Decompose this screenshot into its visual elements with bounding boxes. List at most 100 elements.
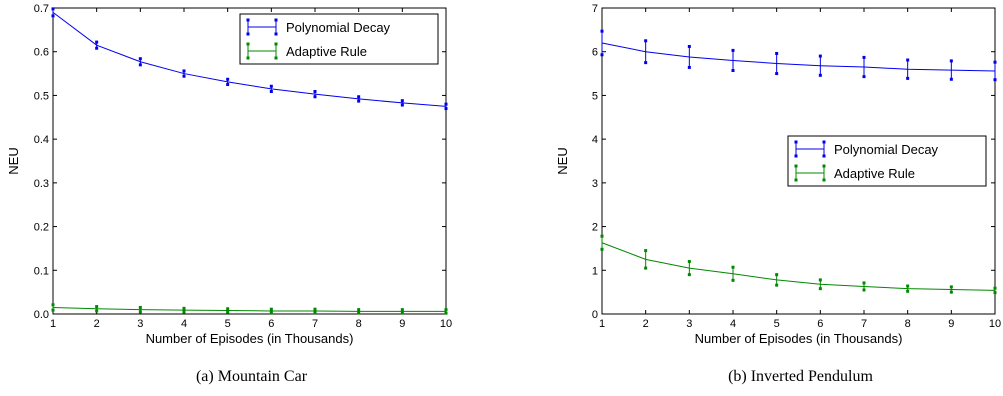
- x-tick-label: 9: [399, 318, 405, 330]
- error-bar: [862, 55, 866, 79]
- error-bar: [818, 54, 822, 77]
- error-bar-cap-bottom: [993, 78, 997, 82]
- x-axis-label: Number of Episodes (in Thousands): [146, 331, 354, 346]
- error-bar: [357, 95, 361, 103]
- legend-swatch-cap: [246, 56, 250, 60]
- error-bar: [949, 59, 953, 81]
- y-tick-label: 0: [592, 309, 598, 321]
- error-bar-cap-top: [400, 308, 404, 312]
- error-bar-cap-bottom: [226, 310, 230, 314]
- error-bar-cap-bottom: [357, 99, 361, 103]
- x-tick-label: 9: [948, 318, 954, 330]
- legend-swatch-cap: [246, 32, 250, 36]
- error-bar: [993, 286, 997, 295]
- series-line: [52, 306, 446, 312]
- legend-swatch-cap: [246, 42, 250, 46]
- error-bar-cap-bottom: [400, 311, 404, 315]
- error-bar: [182, 69, 186, 78]
- y-tick-label: 0.4: [34, 134, 49, 146]
- error-bar-cap-top: [906, 58, 910, 62]
- y-tick-label: 0.2: [34, 222, 49, 234]
- x-tick-label: 2: [94, 318, 100, 330]
- error-bar-cap-bottom: [400, 103, 404, 107]
- error-bar: [313, 89, 317, 99]
- legend-swatch-cap: [822, 178, 826, 182]
- x-tick-label: 5: [774, 318, 780, 330]
- legend-swatch-cap: [246, 18, 250, 22]
- error-bar: [226, 307, 230, 314]
- error-bar: [600, 234, 604, 251]
- error-bar-cap-top: [600, 234, 604, 238]
- y-tick-label: 5: [592, 90, 598, 102]
- error-bar-cap-bottom: [313, 95, 317, 99]
- legend-swatch-cap: [794, 178, 798, 182]
- error-bar-cap-top: [51, 7, 55, 11]
- y-tick-label: 0.5: [34, 90, 49, 102]
- error-bar-cap-top: [775, 273, 779, 277]
- legend-swatch-cap: [274, 18, 278, 22]
- error-bar-cap-top: [644, 39, 648, 43]
- legend-entry: Adaptive Rule: [794, 164, 915, 182]
- error-bar-cap-top: [444, 102, 448, 106]
- error-bar-cap-bottom: [818, 287, 822, 291]
- error-bar-cap-bottom: [182, 74, 186, 78]
- error-bar: [644, 39, 648, 65]
- error-bar-cap-bottom: [906, 289, 910, 293]
- error-bar: [51, 303, 55, 312]
- error-bar: [357, 308, 361, 315]
- error-bar-cap-top: [226, 307, 230, 311]
- error-bar-cap-top: [182, 306, 186, 310]
- error-bar-cap-top: [949, 59, 953, 63]
- error-bar: [226, 77, 230, 86]
- error-bar: [687, 44, 691, 69]
- legend-swatch-cap: [822, 164, 826, 168]
- x-tick-label: 8: [905, 318, 911, 330]
- legend: Polynomial Decay Adaptive Rule: [239, 13, 439, 65]
- error-bar-cap-bottom: [818, 73, 822, 77]
- x-tick-label: 1: [50, 318, 56, 330]
- error-bar-cap-top: [731, 48, 735, 52]
- error-bar: [269, 84, 273, 93]
- error-bar: [313, 307, 317, 315]
- error-bar-cap-bottom: [993, 291, 997, 295]
- x-tick-label: 5: [225, 318, 231, 330]
- error-bar-cap-bottom: [182, 310, 186, 314]
- error-bar-cap-top: [313, 307, 317, 311]
- error-bar-cap-top: [600, 29, 604, 33]
- error-bar: [906, 284, 910, 293]
- error-bar-cap-bottom: [731, 278, 735, 282]
- error-bar-cap-bottom: [444, 107, 448, 111]
- error-bar-cap-bottom: [600, 53, 604, 57]
- y-tick-label: 0.6: [34, 47, 49, 59]
- error-bar-cap-bottom: [687, 65, 691, 69]
- error-bar: [444, 308, 448, 315]
- error-bar-cap-bottom: [269, 311, 273, 315]
- error-bar-cap-top: [357, 95, 361, 99]
- legend-box: [239, 13, 439, 65]
- series-line: [601, 42, 996, 72]
- error-bar: [51, 7, 55, 18]
- error-bar-cap-bottom: [138, 310, 142, 314]
- y-tick-label: 0.0: [34, 309, 49, 321]
- error-bar: [444, 102, 448, 111]
- error-bar-cap-bottom: [138, 63, 142, 67]
- error-bar: [138, 305, 142, 314]
- error-bar: [182, 306, 186, 314]
- error-bar: [95, 305, 99, 313]
- error-bar: [644, 249, 648, 270]
- legend-entry: Polynomial Decay: [246, 18, 391, 36]
- x-tick-label: 2: [643, 318, 649, 330]
- series-line: [52, 11, 447, 107]
- error-bar-cap-top: [906, 284, 910, 288]
- error-bar-cap-bottom: [731, 69, 735, 73]
- error-bar: [775, 273, 779, 287]
- x-tick-label: 1: [599, 318, 605, 330]
- error-bar-cap-top: [51, 303, 55, 307]
- y-axis-label: NEU: [555, 147, 570, 174]
- x-tick-label: 7: [312, 318, 318, 330]
- legend-swatch-cap: [794, 154, 798, 158]
- legend-box: [787, 135, 987, 187]
- error-bar-cap-bottom: [644, 61, 648, 65]
- legend-swatch-cap: [274, 42, 278, 46]
